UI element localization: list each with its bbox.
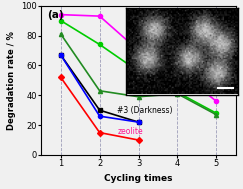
Text: (a): (a)	[47, 10, 64, 20]
Text: #3 (Darkness): #3 (Darkness)	[117, 106, 173, 115]
Y-axis label: Degradation rate / %: Degradation rate / %	[7, 31, 16, 130]
X-axis label: Cycling times: Cycling times	[104, 174, 173, 183]
Text: zeolite: zeolite	[117, 127, 143, 136]
